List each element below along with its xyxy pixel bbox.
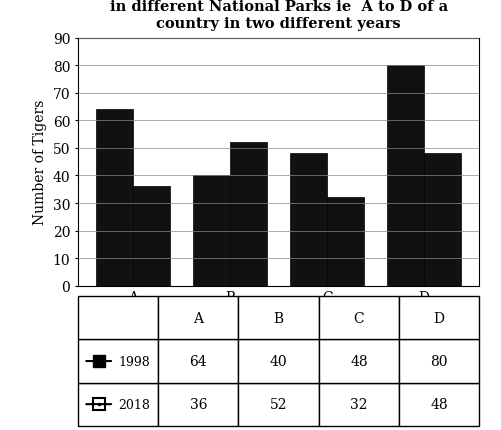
Text: 40: 40 bbox=[269, 354, 287, 368]
Bar bbox=[158, 297, 238, 340]
Text: 52: 52 bbox=[270, 397, 287, 411]
Bar bbox=[238, 340, 318, 383]
Bar bbox=[290, 154, 327, 286]
Bar bbox=[318, 383, 398, 426]
Text: 48: 48 bbox=[429, 397, 447, 411]
Bar bbox=[158, 383, 238, 426]
Title: The bar diagram shows the number of tigers
in different National Parks ie  A to : The bar diagram shows the number of tige… bbox=[95, 0, 461, 31]
Bar bbox=[78, 297, 158, 340]
Text: 2018: 2018 bbox=[118, 398, 149, 411]
Bar bbox=[398, 340, 478, 383]
Bar bbox=[238, 383, 318, 426]
Text: D: D bbox=[433, 311, 444, 325]
Bar bbox=[96, 110, 133, 286]
Bar bbox=[238, 297, 318, 340]
Text: B: B bbox=[273, 311, 283, 325]
Text: A: A bbox=[193, 311, 203, 325]
Text: 1998: 1998 bbox=[118, 355, 149, 368]
Bar bbox=[78, 340, 158, 383]
Text: C: C bbox=[353, 311, 364, 325]
Bar bbox=[423, 154, 460, 286]
Text: 48: 48 bbox=[349, 354, 367, 368]
Bar bbox=[398, 383, 478, 426]
Text: 32: 32 bbox=[350, 397, 367, 411]
Bar bbox=[398, 297, 478, 340]
Bar bbox=[158, 340, 238, 383]
Bar bbox=[327, 198, 363, 286]
Text: 36: 36 bbox=[189, 397, 206, 411]
Bar bbox=[318, 340, 398, 383]
Text: 80: 80 bbox=[430, 354, 447, 368]
Bar bbox=[229, 143, 267, 286]
Text: 64: 64 bbox=[189, 354, 207, 368]
Bar bbox=[193, 176, 229, 286]
Bar bbox=[133, 187, 169, 286]
Bar bbox=[78, 383, 158, 426]
Bar bbox=[318, 297, 398, 340]
Bar bbox=[387, 66, 423, 286]
Y-axis label: Number of Tigers: Number of Tigers bbox=[33, 100, 47, 225]
